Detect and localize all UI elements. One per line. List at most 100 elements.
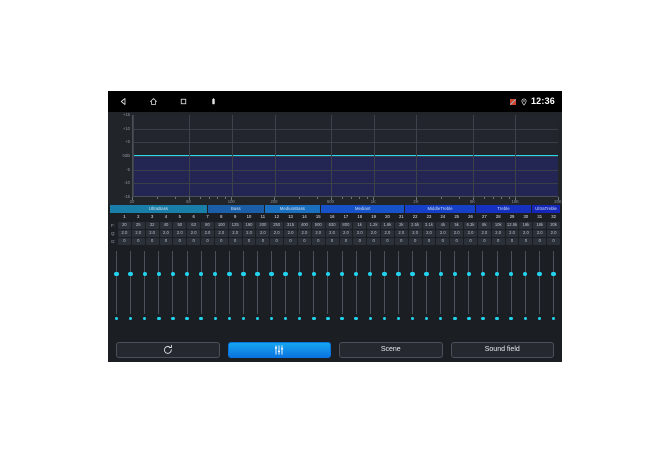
eq-slider-track[interactable] (144, 251, 146, 314)
band-q-cell[interactable]: 2.0 (284, 230, 297, 237)
q-cells[interactable]: 2.0 2.0 2.0 2.0 2.0 2.0 2.0 2.0 2.0 2.0 2.0 2.0 2.0 2… (118, 230, 560, 237)
eq-slider-knob[interactable] (396, 272, 401, 277)
band-frequency-cell[interactable]: 250 (270, 222, 284, 229)
eq-slider-knob[interactable] (269, 272, 274, 277)
eq-slider-track[interactable] (440, 251, 442, 314)
eq-band-slider[interactable] (336, 249, 349, 326)
eq-slider-track[interactable] (214, 251, 216, 314)
eq-slider-track[interactable] (496, 251, 498, 314)
eq-slider-knob[interactable] (114, 272, 119, 277)
eq-slider-track[interactable] (426, 251, 428, 314)
eq-slider-indicator-dot[interactable] (312, 316, 316, 320)
band-gain-cell[interactable]: 0 (367, 238, 381, 245)
eq-slider-knob[interactable] (227, 272, 232, 277)
eq-slider-indicator-dot[interactable] (368, 316, 372, 320)
eq-slider-knob[interactable] (410, 272, 415, 277)
band-gain-cell[interactable]: 0 (325, 238, 339, 245)
band-frequency-cell[interactable]: 630 (325, 222, 339, 229)
eq-band-slider[interactable] (124, 249, 137, 326)
band-gain-cell[interactable]: 0 (394, 238, 408, 245)
band-gain-cell[interactable]: 0 (228, 238, 242, 245)
band-frequency-cell[interactable]: 20 (118, 222, 131, 229)
eq-band-slider[interactable] (265, 249, 278, 326)
eq-slider-indicator-dot[interactable] (241, 316, 246, 320)
band-q-cell[interactable]: 2.0 (325, 230, 339, 237)
eq-slider-indicator-dot[interactable] (227, 316, 231, 320)
sound-field-button[interactable]: Sound field (450, 341, 554, 358)
eq-slider-track[interactable] (327, 251, 329, 314)
band-gain-cell[interactable]: 0 (505, 238, 519, 245)
band-frequency-cell[interactable]: 8k (477, 222, 491, 229)
eq-slider-track[interactable] (397, 251, 399, 314)
eq-slider-track[interactable] (242, 251, 244, 314)
band-q-cell[interactable]: 2.0 (339, 230, 353, 237)
band-gain-cell[interactable]: 0 (477, 238, 491, 245)
eq-slider-knob[interactable] (241, 272, 246, 277)
eq-slider-knob[interactable] (339, 272, 345, 277)
eq-slider-indicator-dot[interactable] (551, 316, 556, 320)
band-gain-cell[interactable]: 0 (519, 238, 533, 245)
band-group-bass[interactable]: Bass (208, 205, 264, 213)
band-q-cell[interactable]: 2.0 (381, 230, 394, 237)
eq-slider-track[interactable] (552, 251, 554, 314)
eq-slider-track[interactable] (454, 251, 456, 314)
eq-slider-indicator-dot[interactable] (396, 316, 401, 320)
band-gain-cell[interactable]: 0 (422, 238, 436, 245)
eq-slider-knob[interactable] (494, 272, 500, 277)
eq-slider-knob[interactable] (311, 272, 317, 277)
band-frequency-cell[interactable]: 4k (436, 222, 450, 229)
band-gain-cell[interactable]: 0 (159, 238, 173, 245)
band-frequency-cell[interactable]: 10k (491, 222, 505, 229)
band-q-cell[interactable]: 2.0 (436, 230, 450, 237)
eq-slider-indicator-dot[interactable] (495, 316, 499, 320)
eq-band-slider[interactable] (307, 249, 320, 326)
eq-slider-track[interactable] (172, 251, 174, 314)
band-gain-cell[interactable]: 0 (270, 238, 284, 245)
eq-band-slider[interactable] (392, 249, 405, 326)
eq-slider-knob[interactable] (438, 272, 443, 277)
eq-slider-knob[interactable] (142, 272, 147, 277)
eq-band-slider[interactable] (251, 249, 264, 326)
eq-band-slider[interactable] (195, 249, 208, 326)
band-gain-cell[interactable]: 0 (533, 238, 547, 245)
eq-slider-indicator-dot[interactable] (537, 316, 542, 320)
band-gain-cell[interactable]: 0 (187, 238, 201, 245)
band-gain-cell[interactable]: 0 (297, 238, 311, 245)
eq-slider-track[interactable] (130, 251, 132, 314)
band-frequency-cell[interactable]: 3.1k (422, 222, 436, 229)
eq-slider-indicator-dot[interactable] (185, 316, 189, 320)
eq-band-slider[interactable] (505, 249, 518, 326)
eq-slider-indicator-dot[interactable] (157, 316, 161, 320)
band-q-cell[interactable]: 2.0 (187, 230, 201, 237)
eq-slider-track[interactable] (468, 251, 470, 314)
eq-slider-knob[interactable] (551, 272, 556, 277)
eq-slider-track[interactable] (482, 251, 484, 314)
eq-slider-indicator-dot[interactable] (269, 316, 274, 320)
band-gain-cell[interactable]: 0 (131, 238, 145, 245)
band-q-cell[interactable]: 2.0 (242, 230, 256, 237)
eq-slider-indicator-dot[interactable] (199, 316, 203, 320)
band-q-cell[interactable]: 2.0 (505, 230, 519, 237)
band-frequency-cell[interactable]: 1.6k (381, 222, 394, 229)
band-frequency-cell[interactable]: 25 (131, 222, 145, 229)
band-q-cell[interactable]: 2.0 (145, 230, 159, 237)
eq-slider-indicator-dot[interactable] (171, 316, 175, 320)
eq-band-slider[interactable] (180, 249, 193, 326)
eq-slider-track[interactable] (116, 251, 118, 314)
scene-button[interactable]: Scene (339, 341, 443, 358)
eq-slider-knob[interactable] (353, 272, 359, 277)
eq-slider-indicator-dot[interactable] (213, 316, 217, 320)
equalizer-button[interactable] (227, 341, 331, 358)
band-group-ultrabass[interactable]: UltraBass (110, 205, 208, 213)
recents-icon[interactable] (168, 91, 198, 112)
eq-slider-indicator-dot[interactable] (439, 316, 443, 320)
frequency-cells[interactable]: 20 25 32 40 50 63 80 100 125 160 200 250 315 400 500 63… (118, 222, 560, 229)
eq-slider-knob[interactable] (325, 272, 331, 277)
band-frequency-cell[interactable]: 16k (519, 222, 533, 229)
eq-band-slider[interactable] (152, 249, 165, 326)
band-q-cell[interactable]: 2.0 (256, 230, 270, 237)
band-q-cell[interactable]: 2.0 (131, 230, 145, 237)
band-frequency-cell[interactable]: 315 (284, 222, 297, 229)
back-icon[interactable] (108, 91, 138, 112)
band-frequency-cell[interactable]: 100 (214, 222, 228, 229)
